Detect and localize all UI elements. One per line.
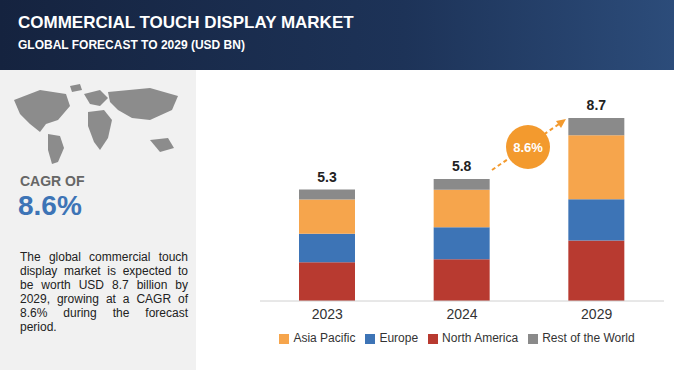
svg-text:8.6%: 8.6%	[513, 140, 543, 155]
svg-text:5.3: 5.3	[317, 169, 337, 185]
html-text:Europe: Europe	[379, 331, 419, 345]
html-text:GLOBAL FORECAST TO 2029 (USD B: GLOBAL FORECAST TO 2029 (USD BN)	[18, 38, 245, 52]
svg-text:2024: 2024	[446, 306, 477, 322]
html-text:CAGR OF: CAGR OF	[20, 173, 85, 189]
svg-text:2023: 2023	[312, 306, 343, 322]
html-text:North America: North America	[442, 331, 519, 345]
html-text:The global commercial touch di: The global commercial touch display mark…	[20, 250, 188, 334]
html-text:Asia Pacific: Asia Pacific	[293, 331, 356, 345]
svg-text:2029: 2029	[581, 306, 612, 322]
html-text:Rest of the World: Rest of the World	[542, 331, 635, 345]
html-text:COMMERCIAL TOUCH DISPLAY MARKE: COMMERCIAL TOUCH DISPLAY MARKET	[18, 13, 354, 32]
svg-text:8.7: 8.7	[587, 97, 607, 113]
html-text:8.6%: 8.6%	[18, 190, 82, 221]
svg-text:5.8: 5.8	[452, 158, 472, 174]
